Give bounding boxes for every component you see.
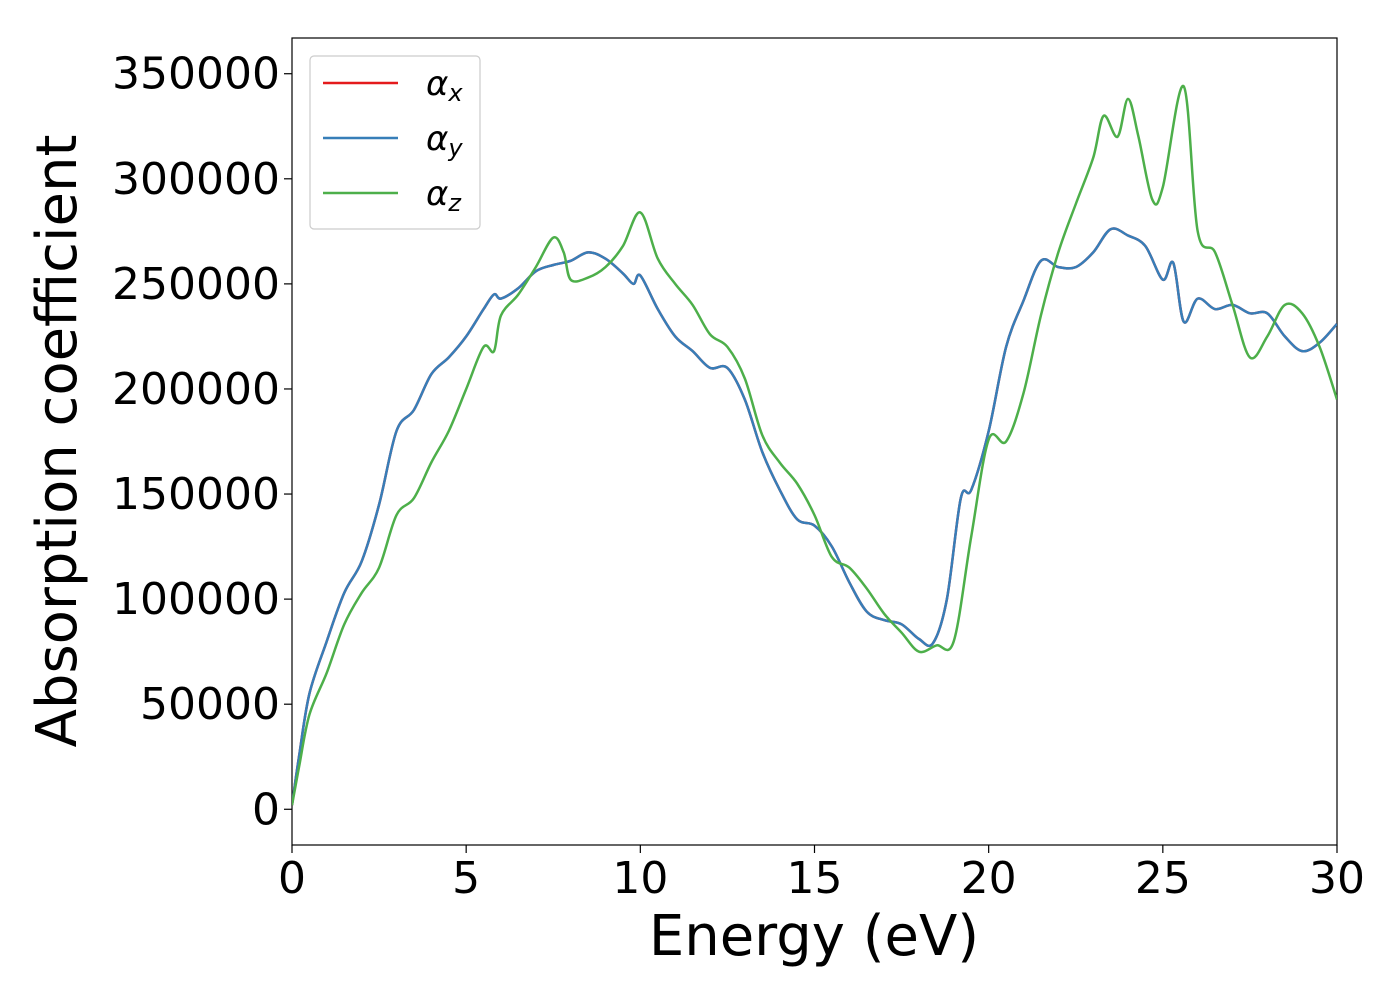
legend-label-z: αz [426,174,462,217]
y-tick-label: 150000 [112,469,280,520]
x-tick-label: 30 [1309,853,1365,904]
series-line-z [292,85,1337,806]
legend-frame [309,55,481,230]
y-axis: 0 50000 100000 150000 200000 250000 300000 3500… [112,49,292,835]
legend: αx αy αz [309,55,481,230]
x-tick-label: 0 [278,853,306,904]
x-tick-label: 5 [452,853,480,904]
y-tick-label: 250000 [112,259,280,310]
y-tick-label: 100000 [112,574,280,625]
x-tick-label: 15 [787,853,843,904]
y-axis-title: Absorption coefficient [25,135,90,748]
series-layer [292,85,1337,806]
y-tick-label: 300000 [112,154,280,205]
y-tick-label: 50000 [140,679,280,730]
x-axis-title: Energy (eV) [649,904,979,969]
y-tick-label: 200000 [112,364,280,415]
legend-label-y: αy [426,119,463,162]
x-tick-label: 10 [612,853,668,904]
x-tick-label: 20 [961,853,1017,904]
x-axis: 0 5 10 15 20 25 30 [278,845,1365,904]
y-tick-label: 350000 [112,49,280,100]
series-line-y [292,227,1337,806]
x-tick-label: 25 [1135,853,1191,904]
y-tick-label: 0 [252,784,280,835]
legend-label-x: αx [426,64,463,107]
